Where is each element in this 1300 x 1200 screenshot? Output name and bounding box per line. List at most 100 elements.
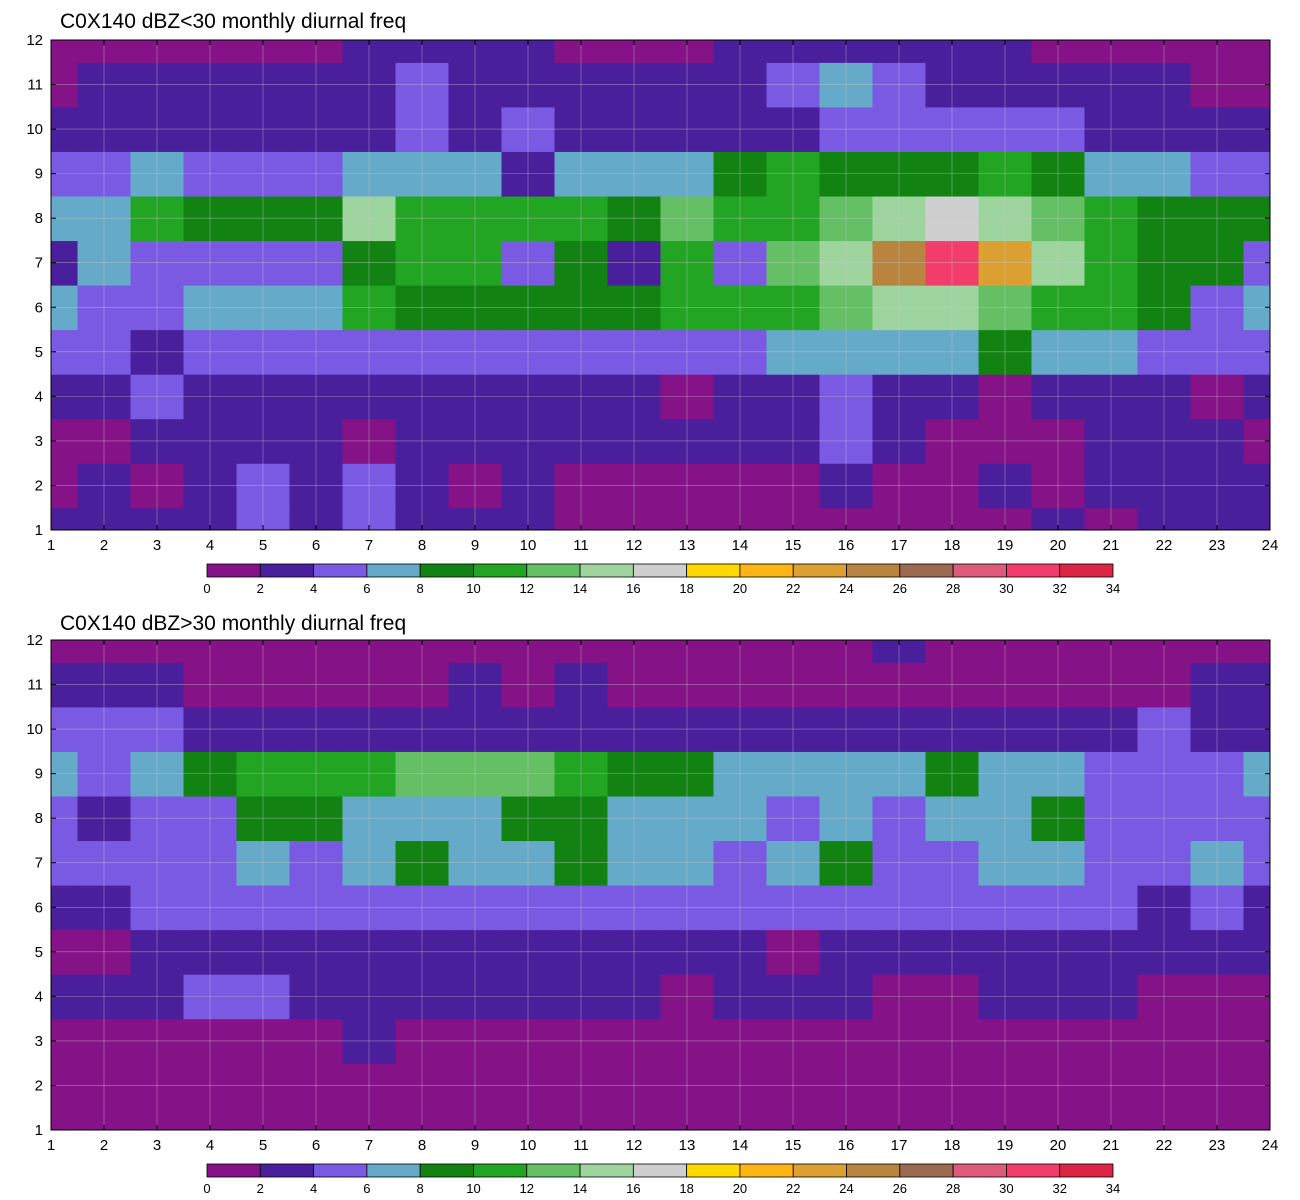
panel-1-colorbar-label: 26	[893, 581, 907, 596]
panel-1-colorbar-label: 14	[573, 581, 587, 596]
panel-1-cell	[77, 62, 132, 108]
panel-1-colorbar-label: 20	[733, 581, 747, 596]
panel-1-y-tick-label: 4	[35, 388, 43, 405]
panel-2-colorbar-swatch	[366, 1163, 421, 1178]
panel-1-cell	[1137, 62, 1192, 108]
panel-1-cell	[77, 40, 132, 63]
panel-1-colorbar-swatch	[579, 563, 634, 578]
panel-2-y-tick-label: 12	[26, 632, 43, 649]
panel-2-cell	[1243, 640, 1270, 663]
panel-1-y-tick-label: 2	[35, 477, 43, 494]
panel-1-colorbar-swatch	[366, 563, 421, 578]
panel-2-colorbar-swatch	[313, 1163, 368, 1178]
panel-1-cell	[51, 40, 79, 63]
panel-2-y-tick-label: 6	[35, 899, 43, 916]
panel-2-colorbar-swatch	[206, 1163, 261, 1178]
panel-1-cell	[1190, 40, 1245, 63]
panel-1-y-tick-label: 12	[26, 32, 43, 49]
panel-1-colorbar-label: 24	[839, 581, 853, 596]
panel-1-colorbar-label: 0	[203, 581, 210, 596]
panel-1-cell	[1190, 240, 1245, 286]
panel-2-y-tick-label: 2	[35, 1077, 43, 1094]
panel-1-colorbar-label: 28	[946, 581, 960, 596]
panel-2-colorbar-label: 28	[946, 1181, 960, 1196]
panel-2-cell	[1084, 751, 1139, 797]
panel-2-y-tick-label: 4	[35, 988, 43, 1005]
panel-2-cell	[1137, 885, 1192, 931]
panel-1-y-tick-label: 9	[35, 166, 43, 183]
panel-1-heatmap-cells	[51, 40, 1270, 530]
panel-2-x-tick-label: 19	[997, 1137, 1014, 1154]
panel-2-colorbar-swatch	[579, 1163, 634, 1178]
panel-2-cell	[1137, 751, 1192, 797]
panel-2-colorbar-swatch	[899, 1163, 954, 1178]
panel-2-cell	[1137, 1063, 1192, 1109]
panel-2-cell	[1084, 1063, 1139, 1109]
panel-2-x-tick-label: 3	[153, 1137, 161, 1154]
panel-1-y-tick-label: 11	[27, 77, 43, 94]
panel-1-x-tick-label: 10	[520, 537, 537, 554]
panel-1-plot-frame	[50, 39, 1271, 531]
panel-1-chart: 1 2 3 4 5 6 7 8 9 10 11 12 13 14 15 16 17 18 19 20 21 22 23 241…	[26, 32, 1279, 596]
panel-1-colorbar-label: 18	[679, 581, 693, 596]
panel-1-colorbar-swatch	[313, 563, 368, 578]
panel-1-x-tick-label: 12	[626, 537, 643, 554]
panel-2-cell	[1031, 751, 1086, 797]
panel-2-x-tick-label: 21	[1103, 1137, 1120, 1154]
panel-2-cell	[1137, 1107, 1192, 1130]
panel-2-colorbar: 0 2 4 6 8 10 12 14 16 18 20 22 24 26 28 30 32 34	[203, 1163, 1120, 1196]
panel-1-x-tick-label: 5	[259, 537, 267, 554]
panel-1-colorbar-swatch	[419, 563, 474, 578]
panel-1-cell	[1031, 62, 1086, 108]
panel-1-x-tick-label: 23	[1209, 537, 1226, 554]
panel-1-x-tick-label: 15	[785, 537, 802, 554]
panel-1-colorbar-label: 4	[310, 581, 317, 596]
panel-1-colorbar-label: 6	[363, 581, 370, 596]
panel-1-colorbar-swatch	[1059, 563, 1114, 578]
panel-2-x-tick-label: 8	[418, 1137, 426, 1154]
panel-1-x-tick-label: 24	[1262, 537, 1279, 554]
panel-2-colorbar-label: 4	[310, 1181, 317, 1196]
panel-2-cell	[1137, 640, 1192, 663]
panel-2-cell	[1190, 1063, 1245, 1109]
panel-1-x-tick-label: 7	[365, 537, 373, 554]
panel-2-colorbar-label: 18	[679, 1181, 693, 1196]
panel-1-colorbar-swatch	[952, 563, 1007, 578]
panel-2-x-tick-label: 23	[1209, 1137, 1226, 1154]
panel-1-colorbar-swatch	[632, 563, 688, 578]
panel-1-colorbar: 0 2 4 6 8 10 12 14 16 18 20 22 24 26 28 30 32 34	[203, 563, 1120, 596]
panel-1-colorbar-label: 16	[626, 581, 640, 596]
panel-2-y-tick-label: 8	[35, 810, 43, 827]
panel-2-cell	[51, 1107, 79, 1130]
panel-2-colorbar-label: 6	[363, 1181, 370, 1196]
panel-1-x-tick-label: 16	[838, 537, 855, 554]
panel-1-y-tick-label: 10	[26, 121, 43, 138]
panel-1-x-tick-label: 19	[997, 537, 1014, 554]
panel-2-cell	[77, 640, 132, 663]
panel-2-colorbar-label: 32	[1052, 1181, 1066, 1196]
panel-1-cell	[1137, 507, 1192, 530]
panel-1-x-tick-label: 18	[944, 537, 961, 554]
panel-2-cell	[1084, 640, 1139, 663]
panel-1-x-tick-label: 6	[312, 537, 320, 554]
panel-1-colorbar-swatch	[526, 563, 581, 578]
panel-1-colorbar-swatch	[846, 563, 901, 578]
panel-2-colorbar-swatch	[473, 1163, 528, 1178]
panel-1-x-tick-label: 20	[1050, 537, 1067, 554]
panel-2-cell	[77, 1063, 132, 1109]
panel-2-cell	[1031, 885, 1086, 931]
panel-2-y-tick-label: 7	[35, 855, 43, 872]
panel-1-colorbar-swatch	[899, 563, 954, 578]
panel-2-x-tick-label: 18	[944, 1137, 961, 1154]
panel-2-x-tick-label: 20	[1050, 1137, 1067, 1154]
panel-1-colorbar-label: 2	[257, 581, 264, 596]
panel-2-cell	[77, 1107, 132, 1130]
panel-1-x-tick-label: 1	[47, 537, 55, 554]
panel-2-y-tick-label: 1	[35, 1122, 43, 1139]
panel-2-colorbar-swatch	[792, 1163, 847, 1178]
panel-1-y-tick-label: 3	[35, 433, 43, 450]
panel-2-x-tick-label: 13	[679, 1137, 696, 1154]
panel-2-colorbar-label: 30	[999, 1181, 1013, 1196]
panel-2-cell	[1031, 1107, 1086, 1130]
panel-2-colorbar-label: 22	[786, 1181, 800, 1196]
